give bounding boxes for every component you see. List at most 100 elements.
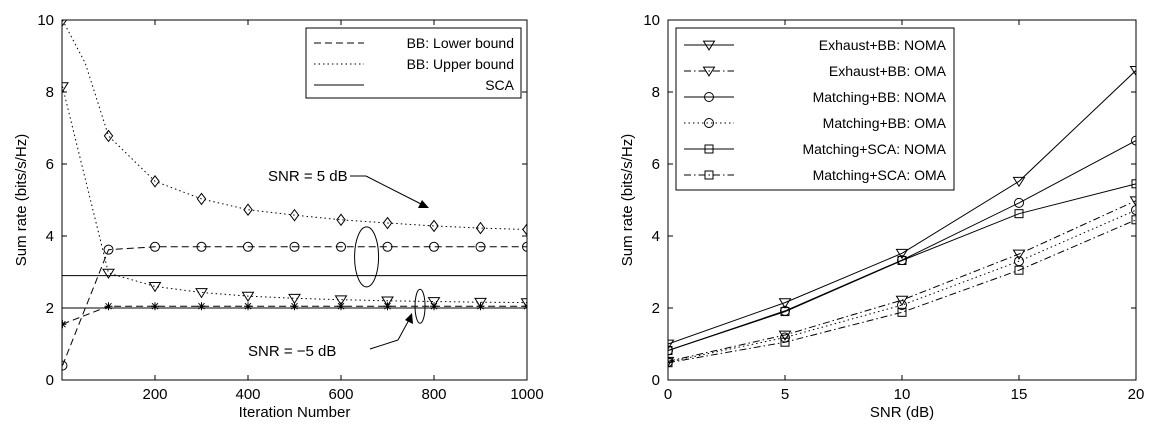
legend-marker [704, 170, 714, 180]
data-point [1014, 209, 1024, 219]
data-point [102, 268, 115, 279]
legend-label: Exhaust+BB: OMA [829, 63, 947, 79]
x-tick-label: 800 [421, 386, 446, 403]
data-point [897, 307, 907, 317]
arrowhead-5db [418, 200, 429, 208]
data-point [150, 174, 160, 188]
x-axis-label: SNR (dB) [870, 404, 934, 421]
data-point [103, 129, 114, 143]
data-point [475, 221, 486, 235]
legend-box [305, 27, 522, 99]
data-point [897, 300, 907, 311]
legend-label: BB: Upper bound [407, 56, 514, 72]
y-tick-label: 0 [46, 372, 54, 389]
y-tick-label: 6 [652, 156, 660, 173]
y-tick-label: 8 [652, 84, 660, 101]
legend-marker [702, 40, 716, 51]
y-tick-label: 6 [46, 156, 54, 173]
data-point [244, 302, 252, 311]
data-point [427, 297, 441, 308]
series-line [62, 246, 527, 366]
data-point [429, 219, 439, 233]
x-tick-label: 10 [894, 386, 911, 403]
data-point [148, 282, 162, 293]
series-line [668, 70, 1136, 345]
data-point [336, 213, 346, 227]
x-tick-label: 400 [235, 386, 260, 403]
data-point [1131, 135, 1136, 146]
data-point [243, 241, 253, 252]
data-point [1129, 196, 1136, 207]
y-tick-label: 2 [652, 300, 660, 317]
series-line [668, 183, 1136, 351]
data-point [668, 345, 673, 355]
plot-area [62, 20, 527, 371]
data-point [62, 82, 69, 93]
legend-box [675, 27, 955, 191]
series-line [62, 86, 527, 304]
data-point [381, 296, 394, 307]
x-tick-label: 1000 [510, 386, 543, 403]
x-tick-label: 15 [1011, 386, 1028, 403]
legend-marker [704, 92, 714, 102]
data-point [289, 241, 300, 252]
data-point [522, 223, 527, 236]
x-tick-label: 600 [328, 386, 353, 403]
legend-label: Matching+BB: OMA [823, 115, 947, 131]
legend-marker [704, 144, 714, 154]
data-point [334, 295, 348, 306]
data-point [196, 192, 207, 206]
legend: BB: Lower bound BB: Upper bound SCA [305, 27, 522, 99]
plot-frame [61, 19, 528, 381]
data-point [1012, 249, 1026, 260]
annotation-ellipse-m5db [414, 288, 426, 324]
plot-area [668, 66, 1136, 368]
data-point [289, 208, 300, 222]
data-point [382, 241, 393, 252]
arrow-m5db-2 [397, 317, 411, 341]
data-point [522, 241, 527, 252]
data-point [151, 302, 159, 311]
data-point [895, 295, 909, 306]
series-line [62, 20, 527, 230]
data-point [1012, 176, 1026, 188]
data-point [520, 298, 527, 309]
x-tick-label: 5 [781, 386, 789, 403]
x-tick-label: 0 [664, 386, 672, 403]
data-point [778, 298, 792, 309]
legend-label: SCA [485, 77, 514, 93]
data-point [475, 241, 486, 252]
annotation-ellipse-5db [354, 226, 380, 288]
data-point [474, 297, 487, 309]
data-point [62, 320, 67, 329]
data-point [336, 241, 346, 252]
data-point [62, 20, 68, 27]
series-line [668, 200, 1136, 362]
data-point [288, 293, 301, 305]
legend-label: Exhaust+BB: NOMA [819, 37, 947, 53]
legend-marker [702, 66, 716, 77]
y-tick-label: 4 [652, 228, 660, 245]
legend-label: Matching+SCA: OMA [813, 167, 947, 183]
y-axis-label: Sum rate (bits/s/Hz) [13, 134, 30, 267]
data-point [382, 216, 393, 230]
annotation-label: SNR = −5 dB [248, 343, 336, 360]
data-point [195, 288, 208, 299]
y-tick-label: 0 [652, 372, 660, 389]
data-point [429, 241, 439, 252]
y-tick-label: 10 [643, 12, 660, 29]
arrow-5db [365, 175, 426, 207]
x-axis-label: Iteration Number [239, 404, 351, 421]
data-point [241, 291, 255, 303]
data-point [196, 241, 207, 252]
data-point [1131, 215, 1136, 225]
legend: Exhaust+BB: NOMA Exhaust+BB: OMA Matching+… [675, 27, 955, 191]
y-tick-label: 2 [46, 300, 54, 317]
series-line [668, 209, 1136, 363]
x-tick-label: 20 [1128, 386, 1145, 403]
x-tick-label: 200 [142, 386, 167, 403]
data-point [1014, 197, 1024, 208]
legend-label: BB: Lower bound [407, 35, 514, 51]
